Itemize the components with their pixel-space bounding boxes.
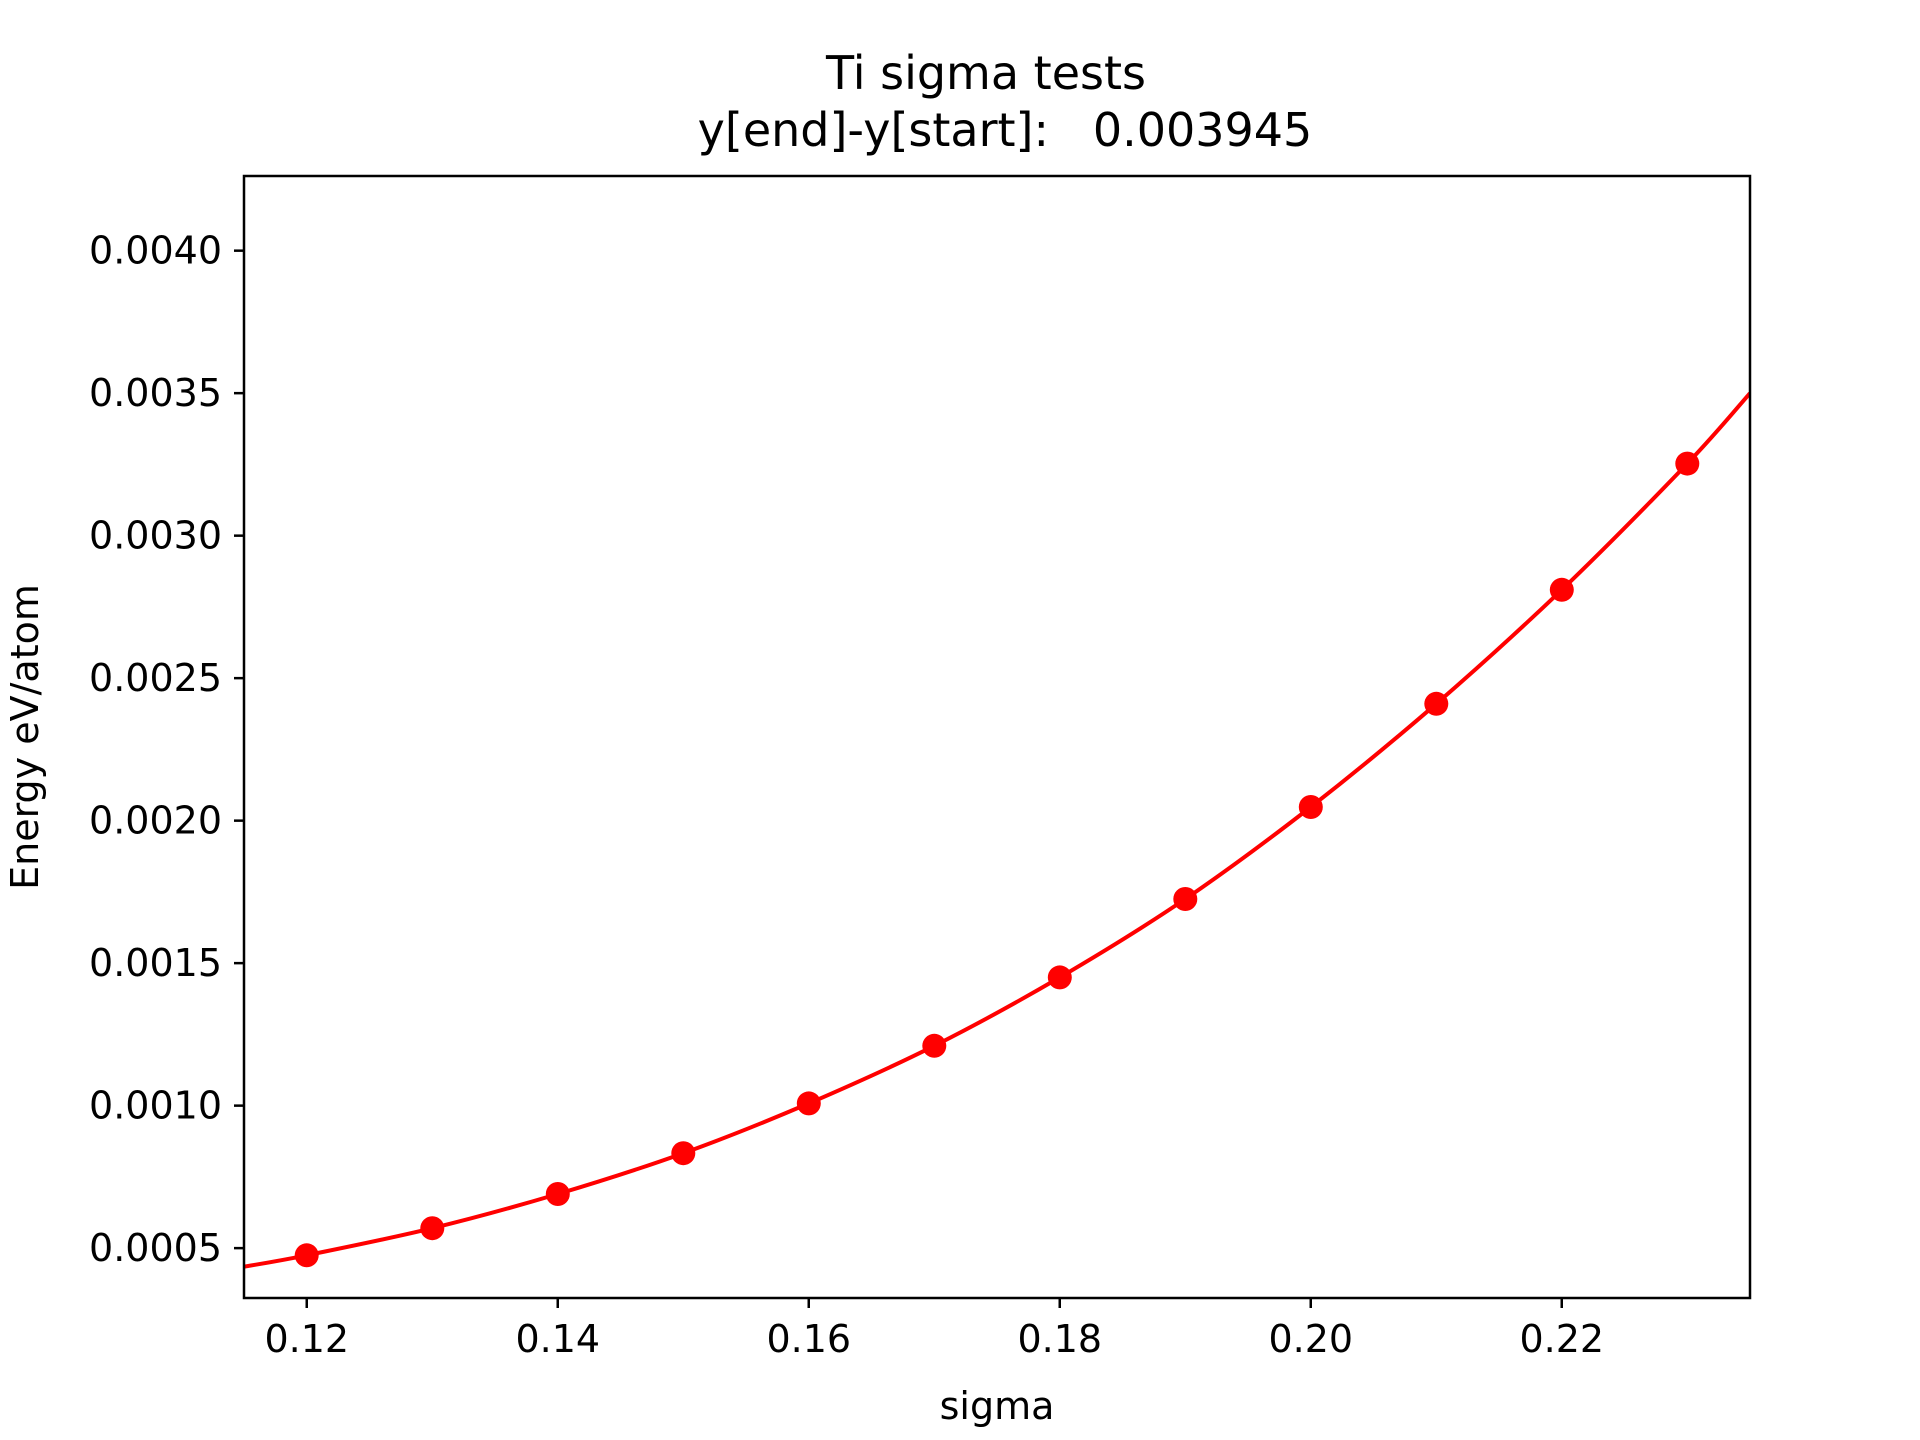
x-axis: 0.12 0.14 0.16 0.18 0.20 0.22	[264, 1298, 1604, 1361]
y-tick-label: 0.0015	[89, 941, 222, 985]
data-point	[294, 1243, 319, 1268]
data-point	[1675, 451, 1700, 476]
data-point	[1173, 887, 1198, 911]
x-tick-label: 0.18	[1017, 1317, 1102, 1361]
fit-curve-line	[244, 391, 1750, 1269]
data-point	[1047, 965, 1072, 990]
data-point	[420, 1216, 445, 1241]
y-tick-label: 0.0035	[89, 371, 222, 415]
y-tick-label: 0.0025	[89, 656, 222, 700]
data-point	[1424, 691, 1449, 716]
chart-title: Ti sigma tests	[825, 46, 1146, 100]
data-point	[545, 1182, 570, 1206]
y-tick-label: 0.0005	[89, 1226, 222, 1270]
plot-area	[244, 391, 1750, 1269]
y-tick-label: 0.0010	[89, 1084, 222, 1128]
y-tick-label: 0.0040	[89, 229, 222, 273]
x-tick-label: 0.12	[264, 1317, 349, 1361]
x-axis-label: sigma	[940, 1384, 1055, 1428]
x-tick-label: 0.16	[766, 1317, 851, 1361]
axes-frame	[242, 174, 1752, 1300]
x-tick-label: 0.22	[1519, 1317, 1604, 1361]
data-point	[922, 1033, 947, 1058]
y-tick-label: 0.0030	[89, 514, 222, 558]
y-axis: 0.0005 0.0010 0.0015 0.0020 0.0025 0.0030 0.00…	[89, 229, 244, 1270]
data-point	[796, 1091, 821, 1116]
x-tick-label: 0.14	[515, 1317, 600, 1361]
chart-subtitle: y[end]-y[start]: 0.003945	[698, 103, 1313, 157]
y-tick-label: 0.0020	[89, 799, 222, 843]
data-point	[1549, 577, 1574, 602]
x-tick-label: 0.20	[1268, 1317, 1353, 1361]
data-point	[671, 1141, 696, 1166]
data-point	[1298, 795, 1323, 819]
y-axis-label: Energy eV/atom	[3, 584, 47, 890]
